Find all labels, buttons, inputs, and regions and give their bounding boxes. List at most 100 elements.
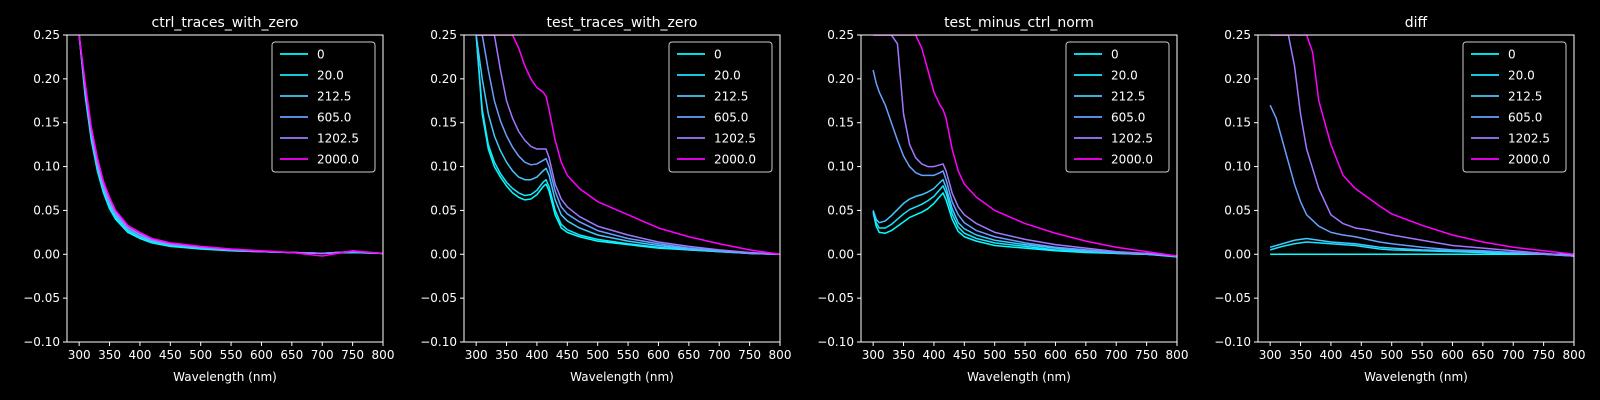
series-line-212.5 — [872, 178, 1177, 257]
series-line-2000.0 — [1270, 35, 1574, 256]
x-axis-label: Wavelength (nm) — [1364, 370, 1468, 384]
x-tick-label: 550 — [220, 348, 243, 362]
x-tick-label: 450 — [953, 348, 976, 362]
series-line-605.0 — [476, 35, 780, 256]
series-line-605.0 — [1269, 104, 1574, 257]
y-tick-label: −0.05 — [1214, 291, 1251, 305]
legend-label: 212.5 — [317, 90, 351, 104]
series-line-1202.5 — [1270, 35, 1574, 257]
legend-label: 1202.5 — [714, 132, 756, 146]
chart-title: ctrl_traces_with_zero — [152, 15, 299, 31]
legend-label: 0 — [714, 48, 722, 62]
y-tick-label: 0.15 — [1224, 116, 1251, 130]
legend-label: 1202.5 — [1111, 132, 1153, 146]
y-tick-label: −0.05 — [23, 291, 60, 305]
y-tick-label: −0.10 — [23, 335, 60, 349]
y-tick-label: 0.05 — [33, 203, 60, 217]
legend-label: 20.0 — [1508, 69, 1535, 83]
x-tick-label: 600 — [1441, 348, 1464, 362]
x-tick-label: 400 — [922, 348, 945, 362]
series-group — [1269, 35, 1574, 257]
y-tick-label: −0.10 — [817, 335, 854, 349]
x-tick-label: 300 — [465, 348, 488, 362]
legend-label: 605.0 — [1508, 111, 1542, 125]
legend-label: 20.0 — [714, 69, 741, 83]
legend-label: 0 — [1508, 48, 1516, 62]
y-tick-label: 0.25 — [33, 28, 60, 42]
x-tick-label: 500 — [983, 348, 1006, 362]
series-line-20.0 — [872, 185, 1177, 257]
y-tick-label: 0.10 — [430, 160, 457, 174]
series-line-2000.0 — [476, 35, 780, 256]
series-line-1202.5 — [873, 35, 1177, 257]
x-tick-label: 800 — [372, 348, 395, 362]
x-tick-label: 450 — [159, 348, 182, 362]
series-line-0 — [872, 192, 1177, 258]
series-group — [872, 35, 1177, 258]
x-axis-label: Wavelength (nm) — [570, 370, 674, 384]
legend-label: 20.0 — [317, 69, 344, 83]
legend-label: 212.5 — [714, 90, 748, 104]
legend: 0 20.0 212.5 605.0 1202.5 2000.0 — [271, 41, 376, 173]
chart-title: diff — [1405, 15, 1428, 31]
x-tick-label: 600 — [250, 348, 273, 362]
y-tick-label: 0.00 — [827, 247, 854, 261]
x-tick-label: 400 — [1319, 348, 1342, 362]
x-tick-label: 800 — [769, 348, 792, 362]
series-line-20.0 — [475, 35, 780, 256]
legend-label: 2000.0 — [317, 153, 359, 167]
chart-panel-1: ctrl_traces_with_zero 300 350 400 450 500 550 6… — [23, 15, 394, 384]
y-tick-label: 0.05 — [430, 203, 457, 217]
x-tick-label: 350 — [1289, 348, 1312, 362]
x-tick-label: 450 — [1350, 348, 1373, 362]
y-tick-label: 0.05 — [1224, 203, 1251, 217]
y-tick-label: 0.15 — [33, 116, 60, 130]
x-axis-label: Wavelength (nm) — [173, 370, 277, 384]
x-tick-label: 750 — [341, 348, 364, 362]
series-line-605.0 — [872, 69, 1177, 257]
chart-title: test_minus_ctrl_norm — [944, 15, 1094, 31]
x-tick-label: 400 — [525, 348, 548, 362]
y-tick-label: 0.20 — [430, 72, 457, 86]
x-tick-label: 550 — [1411, 348, 1434, 362]
legend-label: 212.5 — [1111, 90, 1145, 104]
x-tick-label: 500 — [189, 348, 212, 362]
x-tick-label: 350 — [98, 348, 121, 362]
legend: 0 20.0 212.5 605.0 1202.5 2000.0 — [1065, 41, 1170, 173]
legend-label: 0 — [317, 48, 325, 62]
series-line-20.0 — [1269, 241, 1574, 257]
legend: 0 20.0 212.5 605.0 1202.5 2000.0 — [1462, 41, 1567, 173]
chart-title: test_traces_with_zero — [547, 15, 698, 31]
y-tick-label: 0.00 — [1224, 247, 1251, 261]
legend-label: 605.0 — [317, 111, 351, 125]
y-tick-label: 0.25 — [1224, 28, 1251, 42]
legend-label: 1202.5 — [317, 132, 359, 146]
x-tick-label: 700 — [708, 348, 731, 362]
series-line-2000.0 — [78, 35, 383, 257]
y-tick-label: 0.15 — [430, 116, 457, 130]
x-tick-label: 350 — [892, 348, 915, 362]
chart-panel-4: diff 300 350 400 450 500 550 600 650 700 750 800 −0.… — [1214, 15, 1585, 384]
y-tick-label: 0.20 — [827, 72, 854, 86]
x-tick-label: 300 — [68, 348, 91, 362]
y-tick-label: 0.00 — [430, 247, 457, 261]
series-line-2000.0 — [873, 35, 1177, 257]
series-line-1202.5 — [476, 35, 780, 256]
x-tick-label: 700 — [311, 348, 334, 362]
series-group — [475, 35, 780, 256]
x-tick-label: 650 — [280, 348, 303, 362]
axes-frame — [66, 34, 384, 343]
legend-label: 2000.0 — [714, 153, 756, 167]
y-tick-label: 0.10 — [827, 160, 854, 174]
x-tick-label: 800 — [1166, 348, 1189, 362]
y-tick-label: 0.25 — [827, 28, 854, 42]
x-tick-label: 600 — [1044, 348, 1067, 362]
legend-label: 212.5 — [1508, 90, 1542, 104]
y-tick-label: 0.20 — [33, 72, 60, 86]
x-tick-label: 700 — [1502, 348, 1525, 362]
axes-frame — [463, 34, 781, 343]
y-tick-label: 0.15 — [827, 116, 854, 130]
x-tick-label: 300 — [862, 348, 885, 362]
axes-frame — [860, 34, 1178, 343]
x-tick-label: 300 — [1259, 348, 1282, 362]
